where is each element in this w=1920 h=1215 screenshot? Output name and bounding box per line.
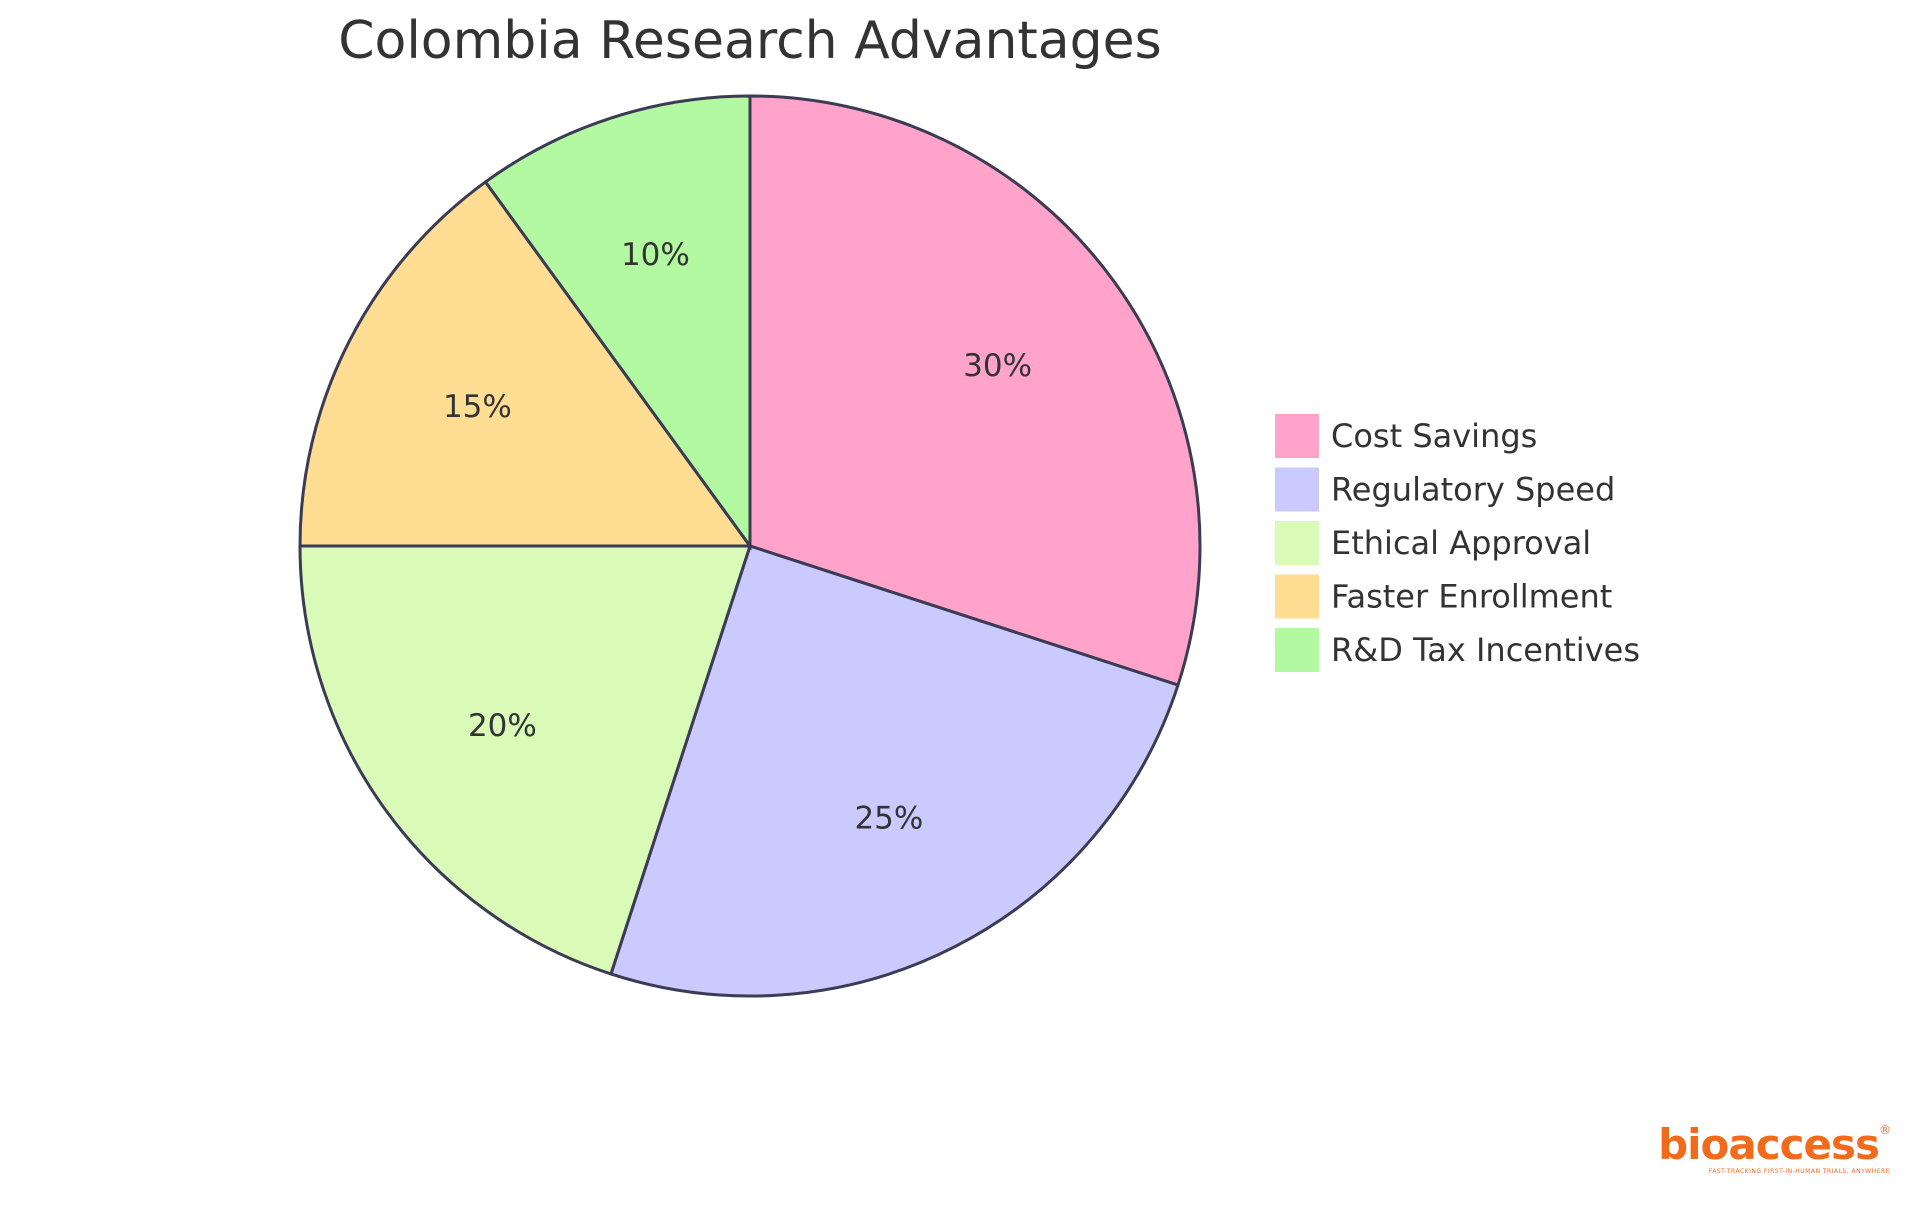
legend-swatch-r-d-tax-incentives — [1275, 628, 1319, 672]
legend-swatch-faster-enrollment — [1275, 574, 1319, 619]
logo-registered-mark: ® — [1879, 1123, 1891, 1137]
legend-label-faster-enrollment: Faster Enrollment — [1331, 578, 1612, 616]
pie-slice-regulatory-speed — [609, 544, 1180, 998]
slice-label-faster-enrollment: 15% — [443, 389, 512, 425]
legend-swatch-regulatory-speed — [1275, 467, 1319, 512]
pie-slice-ethical-approval — [298, 544, 753, 976]
pie-slice-labels: 30% 25% 20% 15% 10% — [443, 237, 1032, 837]
legend-swatch-ethical-approval — [1275, 521, 1319, 565]
legend-label-r-d-tax-incentives: R&D Tax Incentives — [1331, 631, 1640, 669]
pie-slice-r-d-tax-incentives — [483, 94, 752, 551]
pie-slices — [298, 94, 1202, 998]
logo-wordmark: bioaccess — [1658, 1120, 1880, 1169]
bioaccess-logo: bioaccess® FAST-TRACKING FIRST-IN-HUMAN … — [1658, 1123, 1891, 1176]
legend-label-cost-savings: Cost Savings — [1331, 417, 1537, 455]
legend: Cost Savings Regulatory Speed Ethical Appr… — [1275, 414, 1640, 672]
slice-label-regulatory-speed: 25% — [854, 801, 923, 837]
pie-slice-cost-savings — [748, 94, 1202, 687]
legend-label-regulatory-speed: Regulatory Speed — [1331, 471, 1615, 509]
legend-label-ethical-approval: Ethical Approval — [1331, 524, 1591, 562]
slice-label-ethical-approval: 20% — [468, 708, 537, 744]
slice-label-r-d-tax-incentives: 10% — [621, 237, 690, 273]
legend-swatch-cost-savings — [1275, 414, 1319, 458]
slice-label-cost-savings: 30% — [963, 348, 1032, 384]
logo-tagline: FAST-TRACKING FIRST-IN-HUMAN TRIALS, ANY… — [1708, 1168, 1890, 1175]
chart-title: Colombia Research Advantages — [338, 11, 1162, 71]
pie-slice-faster-enrollment — [298, 179, 753, 548]
